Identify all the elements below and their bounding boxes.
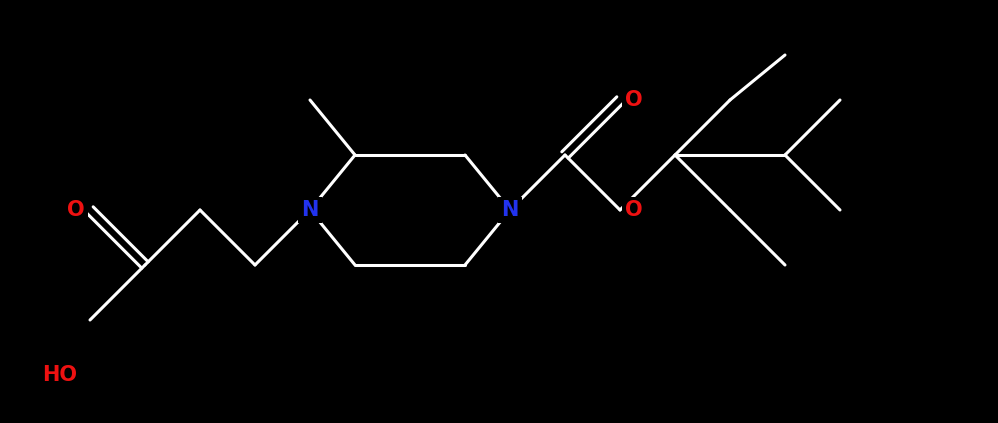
Text: O: O xyxy=(67,200,85,220)
Text: O: O xyxy=(625,200,643,220)
Text: O: O xyxy=(625,90,643,110)
Text: HO: HO xyxy=(43,365,78,385)
Text: N: N xyxy=(301,200,318,220)
Text: N: N xyxy=(501,200,519,220)
